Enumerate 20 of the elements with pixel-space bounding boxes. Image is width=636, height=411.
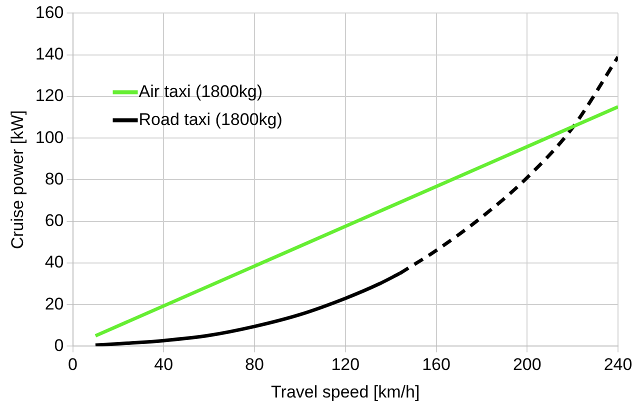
y-tick-label: 100: [35, 128, 64, 147]
x-tick-label: 160: [422, 355, 450, 374]
y-tick-label: 140: [35, 44, 64, 64]
x-tick-label: 200: [512, 355, 542, 374]
x-tick-label: 240: [604, 355, 632, 374]
y-tick-label: 120: [35, 86, 64, 106]
x-tick-label: 0: [68, 355, 78, 374]
legend-label: Road taxi (1800kg): [138, 110, 282, 129]
y-tick-label: 0: [54, 336, 64, 355]
x-tick-label: 120: [331, 355, 360, 374]
y-axis-title: Cruise power [kW]: [8, 110, 27, 250]
y-tick-label: 20: [44, 294, 64, 314]
y-tick-label: 60: [44, 211, 64, 230]
y-tick-label: 80: [44, 169, 64, 188]
y-tick-label: 160: [35, 2, 64, 22]
y-tick-label: 40: [44, 252, 64, 272]
legend-label: Air taxi (1800kg): [138, 82, 263, 101]
x-tick-label: 80: [245, 355, 264, 374]
x-axis-title: Travel speed [km/h]: [271, 382, 420, 402]
x-tick-label: 40: [154, 355, 174, 374]
